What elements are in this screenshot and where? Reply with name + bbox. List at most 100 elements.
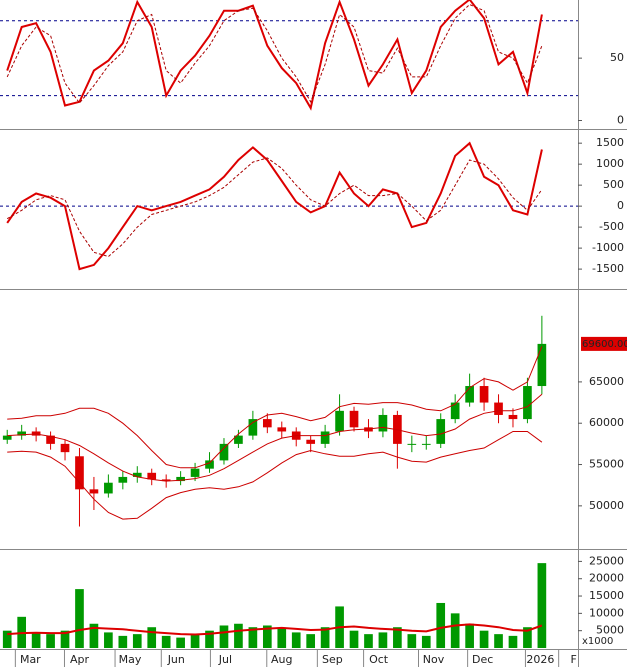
volume-bar (494, 634, 503, 648)
candle-body (378, 414, 388, 432)
candle-body (407, 443, 417, 445)
volume-bar (364, 634, 373, 648)
volume-bar (205, 630, 214, 648)
volume-bar (248, 627, 258, 648)
candle-body (17, 431, 27, 436)
volume-bar (219, 625, 229, 648)
volume-bar (537, 563, 547, 648)
series-line (6, 157, 543, 258)
candle-body (118, 476, 128, 483)
candle-body (450, 402, 460, 420)
volume-bar (31, 632, 41, 648)
volume-bar (479, 630, 489, 648)
volume-bar (320, 627, 330, 648)
volume-bar (277, 628, 287, 648)
volume-bar (306, 634, 316, 648)
x-tick-label: Nov (423, 653, 445, 666)
candle-body (494, 402, 503, 415)
candle-body (508, 414, 518, 420)
x-tick-label: Oct (369, 653, 389, 666)
y-tick-label: 15000 (589, 589, 624, 602)
x-tick-label: May (119, 653, 142, 666)
y-tick-label: 50000 (589, 499, 624, 512)
y-tick-label: 10000 (589, 606, 624, 619)
series-line (6, 0, 543, 111)
volume-bar (523, 627, 532, 648)
candle-body (523, 386, 532, 420)
volume-bar (89, 623, 99, 648)
volume-bar (262, 625, 272, 648)
y-tick-label: 500 (603, 178, 624, 191)
x-tick-label: 2026 (526, 653, 554, 666)
volume-bar (421, 635, 431, 648)
y-tick-label: 25000 (589, 554, 624, 567)
y-tick-label: -1000 (592, 241, 624, 254)
candle-body (190, 468, 200, 477)
candle-body (60, 443, 70, 453)
candle-body (46, 435, 55, 444)
volume-bar (291, 632, 301, 648)
candle-body (320, 431, 330, 444)
y-tick-label: 5000 (596, 624, 624, 637)
volume-bar (378, 632, 388, 648)
x-tick-label: Jun (167, 653, 185, 666)
candle-body (2, 435, 12, 440)
x-tick-label: Dec (472, 653, 493, 666)
candle-body (436, 419, 446, 444)
y-tick-label: 1000 (596, 157, 624, 170)
volume-bar (104, 632, 113, 648)
volume-bar (176, 637, 185, 648)
volume-bar (234, 623, 243, 648)
candle-body (306, 439, 316, 444)
y-tick-label: 0 (617, 199, 624, 212)
candle-body (89, 489, 99, 494)
y-tick-label: 0 (617, 114, 624, 127)
volume-bar (190, 634, 200, 648)
y-tick-label: 55000 (589, 458, 624, 471)
candle-body (277, 427, 287, 432)
candle-body (248, 419, 258, 436)
x-tick-label: Mar (20, 653, 41, 666)
series-line (7, 346, 543, 469)
volume-bar (407, 634, 417, 648)
candle-body (479, 386, 489, 403)
unit-label: x1000 (582, 636, 613, 647)
series-line (6, 141, 543, 271)
x-tick-label: Aug (271, 653, 292, 666)
series-line (7, 431, 543, 520)
x-tick-label: Jul (218, 653, 232, 666)
volume-bar (436, 602, 446, 648)
candle-body (132, 472, 142, 477)
x-tick-label: Sep (322, 653, 343, 666)
candle-body (262, 419, 272, 428)
y-tick-label: 50 (610, 51, 624, 64)
candle-body (176, 476, 185, 482)
series-line (7, 393, 543, 482)
candle-body (161, 479, 171, 482)
candle-body (205, 460, 214, 469)
volume-bar (60, 630, 70, 648)
last-price-box (581, 336, 627, 351)
volume-bar (393, 627, 402, 648)
volume-bar (46, 634, 55, 648)
series-line (6, 3, 543, 104)
y-tick-label: -1500 (592, 262, 624, 275)
y-tick-label: 1500 (596, 136, 624, 149)
y-tick-label: 65000 (589, 375, 624, 388)
series-line (7, 623, 543, 636)
candle-body (147, 472, 157, 480)
volume-bar (118, 635, 128, 648)
y-tick-label: -500 (599, 220, 624, 233)
volume-bar (465, 623, 474, 648)
volume-bar (147, 627, 157, 648)
candle-body (537, 343, 547, 387)
volume-bar (132, 634, 142, 648)
last-price-label: 69600.00 (582, 339, 627, 350)
volume-bar (508, 635, 518, 648)
candle-body (349, 410, 359, 428)
volume-bar (349, 630, 359, 648)
volume-bar (75, 589, 84, 648)
candle-body (75, 456, 84, 490)
candle-body (335, 410, 344, 432)
